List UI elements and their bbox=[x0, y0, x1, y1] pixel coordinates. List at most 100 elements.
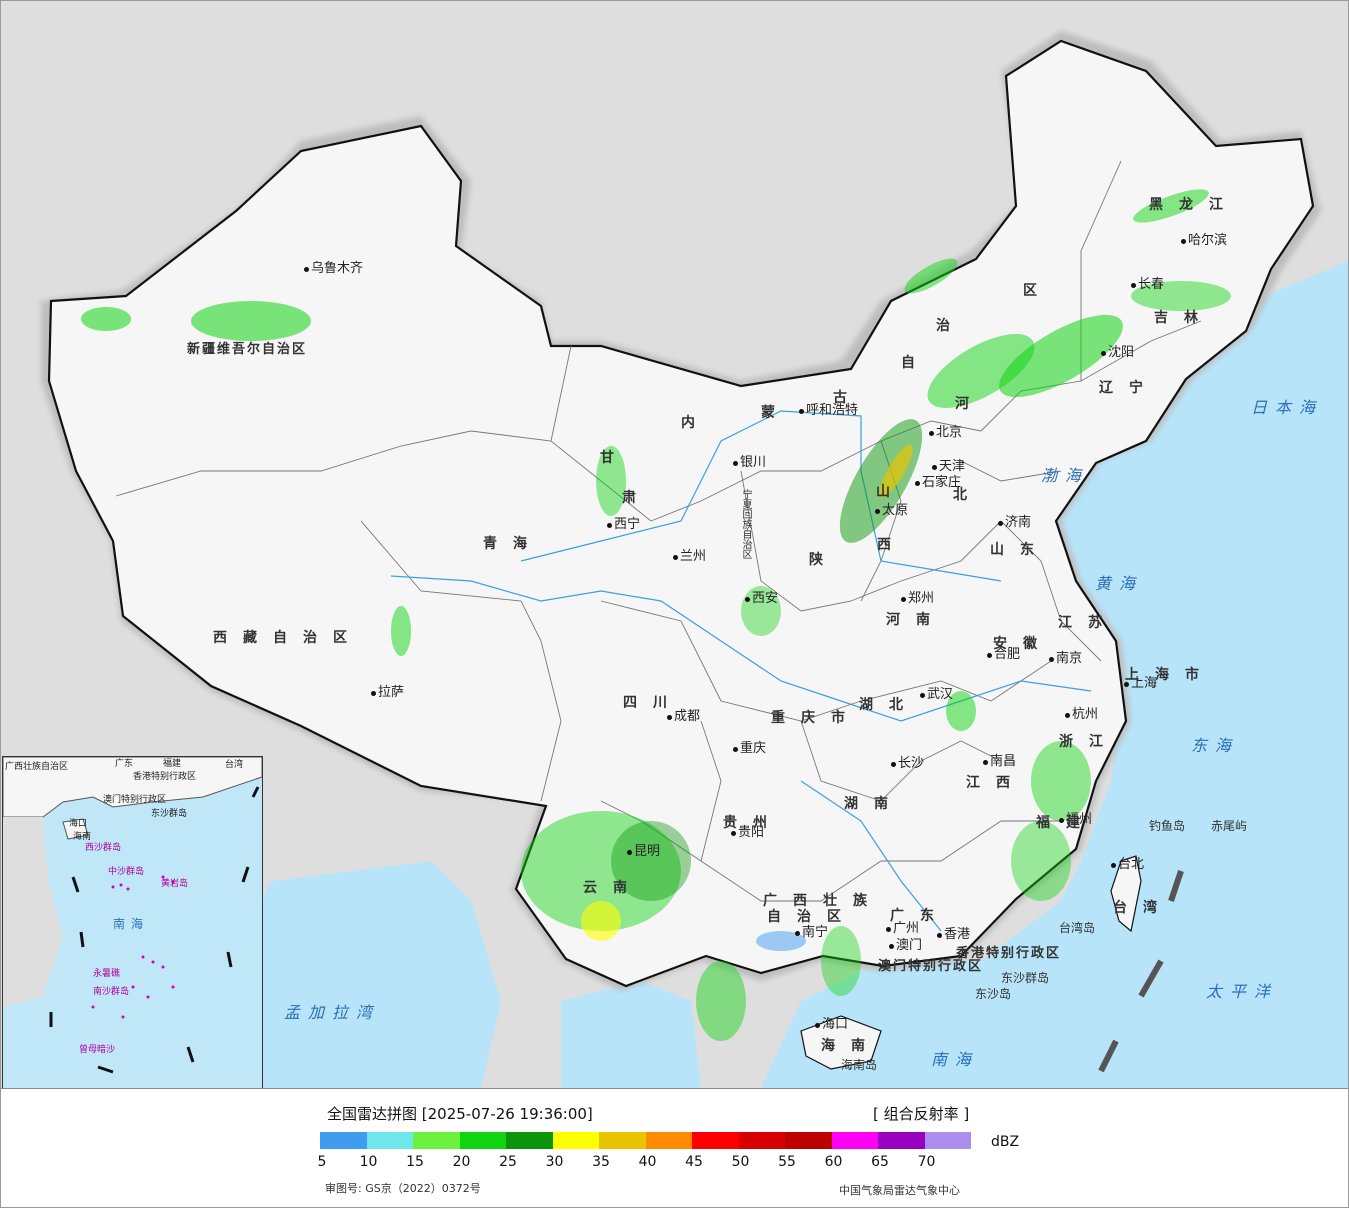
city-label[interactable]: 长春 bbox=[1138, 277, 1165, 292]
city-label[interactable]: 重庆 bbox=[740, 741, 767, 756]
city-label[interactable]: 贵阳 bbox=[738, 825, 765, 840]
city-dot bbox=[1131, 283, 1136, 288]
city-label[interactable]: 澳门 bbox=[896, 938, 923, 953]
inset-label: 黄岩岛 bbox=[161, 879, 189, 889]
colorbar-tick: 55 bbox=[778, 1154, 796, 1170]
city-dot bbox=[731, 831, 736, 836]
colorbar-tick: 40 bbox=[638, 1154, 657, 1170]
region-label: 辽宁 bbox=[1099, 380, 1159, 396]
city-label[interactable]: 长沙 bbox=[898, 756, 925, 771]
product-name: [ 组合反射率 ] bbox=[873, 1105, 970, 1123]
region-label: 福建 bbox=[1036, 815, 1096, 831]
island-label: 钓鱼岛 bbox=[1149, 819, 1186, 833]
region-label: 重庆市 bbox=[771, 710, 861, 726]
city-label[interactable]: 香港 bbox=[944, 927, 971, 942]
city-label[interactable]: 杭州 bbox=[1072, 707, 1099, 722]
inset-indochina bbox=[3, 817, 63, 1007]
inset-label: 海口 bbox=[69, 819, 88, 829]
city-label[interactable]: 成都 bbox=[674, 709, 701, 724]
region-label: 河 bbox=[955, 396, 985, 412]
inset-label: 南沙群岛 bbox=[93, 987, 130, 997]
island-label: 海南岛 bbox=[841, 1058, 878, 1072]
region-label: 上海市 bbox=[1125, 667, 1215, 683]
inset-label: 西沙群岛 bbox=[85, 843, 122, 853]
region-label: 肃 bbox=[622, 490, 652, 506]
colorbar-ticks: 5 10 15 20 25 30 35 40 45 50 55 60 65 70 bbox=[318, 1154, 980, 1172]
city-label[interactable]: 天津 bbox=[939, 459, 966, 474]
city-label[interactable]: 西安 bbox=[752, 591, 779, 606]
issuer-name: 中国气象局雷达气象中心 bbox=[839, 1184, 960, 1197]
colorbar-tick: 65 bbox=[871, 1154, 889, 1170]
city-label[interactable]: 北京 bbox=[936, 425, 963, 440]
inset-canvas bbox=[3, 757, 262, 1074]
south-china-sea-inset: 广西壮族自治区 广东 福建 台湾 香港特别行政区 澳门特别行政区 东沙群岛 海口 海南 西沙群岛中… bbox=[2, 756, 263, 1088]
sea-label: 孟加拉湾 bbox=[284, 1003, 381, 1022]
city-label[interactable]: 武汉 bbox=[927, 687, 954, 702]
region-label: 四川 bbox=[623, 695, 683, 711]
city-label[interactable]: 郑州 bbox=[908, 591, 935, 606]
city-label[interactable]: 沈阳 bbox=[1108, 345, 1135, 360]
city-dot bbox=[733, 747, 738, 752]
city-label[interactable]: 太原 bbox=[882, 503, 909, 518]
city-label[interactable]: 南宁 bbox=[802, 925, 829, 940]
city-label[interactable]: 福州 bbox=[1066, 812, 1093, 827]
region-label: 安徽 bbox=[993, 636, 1053, 652]
colorbar-tick: 70 bbox=[917, 1154, 936, 1170]
city-label[interactable]: 石家庄 bbox=[922, 475, 962, 490]
city-dot bbox=[915, 481, 920, 486]
andaman-sea bbox=[561, 981, 701, 1088]
inset-label: 海南 bbox=[73, 832, 92, 842]
city-label[interactable]: 呼和浩特 bbox=[806, 403, 859, 418]
region-label: 蒙 bbox=[761, 405, 791, 421]
city-label[interactable]: 昆明 bbox=[634, 844, 661, 859]
region-label: 香港特别行政区 bbox=[956, 946, 1062, 961]
colorbar-swatch bbox=[878, 1132, 925, 1149]
city-label[interactable]: 拉萨 bbox=[378, 685, 405, 700]
city-label[interactable]: 南京 bbox=[1056, 651, 1083, 666]
island-label: 东沙群岛 bbox=[1001, 971, 1050, 985]
city-label[interactable]: 济南 bbox=[1005, 515, 1032, 530]
region-label: 广东 bbox=[890, 908, 950, 924]
sea-label: 日本海 bbox=[1251, 398, 1324, 417]
region-label: 西 bbox=[877, 537, 907, 553]
city-label[interactable]: 广州 bbox=[893, 921, 920, 936]
city-dot bbox=[983, 760, 988, 765]
hainan-island bbox=[800, 1015, 882, 1070]
city-dot bbox=[667, 715, 672, 720]
city-label[interactable]: 合肥 bbox=[994, 647, 1021, 662]
colorbar-tick: 50 bbox=[731, 1154, 750, 1170]
region-label: 贵州 bbox=[723, 815, 783, 831]
unit-label: dBZ bbox=[991, 1134, 1020, 1150]
radar-echoes bbox=[81, 189, 1231, 1041]
city-label[interactable]: 银川 bbox=[740, 455, 767, 470]
region-label: 湖南 bbox=[844, 796, 904, 812]
region-label: 江西 bbox=[966, 775, 1026, 791]
city-label[interactable]: 上海 bbox=[1131, 676, 1158, 691]
city-dot bbox=[1124, 682, 1129, 687]
city-label[interactable]: 南昌 bbox=[990, 754, 1017, 769]
colorbar-swatch bbox=[459, 1132, 506, 1149]
inset-label: 广东 bbox=[115, 759, 134, 769]
inset-label: 香港特别行政区 bbox=[133, 772, 197, 782]
city-label[interactable]: 台北 bbox=[1118, 857, 1145, 872]
sea-label: 东海 bbox=[1191, 736, 1240, 755]
city-label[interactable]: 西宁 bbox=[614, 517, 641, 532]
city-dot bbox=[886, 927, 891, 932]
colorbar-swatch bbox=[366, 1132, 413, 1149]
region-label: 台湾 bbox=[1113, 900, 1173, 916]
city-label[interactable]: 哈尔滨 bbox=[1188, 233, 1228, 248]
colorbar-swatch bbox=[692, 1132, 739, 1149]
city-label[interactable]: 乌鲁木齐 bbox=[311, 261, 364, 276]
city-dot bbox=[901, 597, 906, 602]
radar-map[interactable]: 乌鲁木齐 拉萨 西宁 兰州 银川 呼和浩特 北京 天津 石家庄 太原 济南 郑州 西安 成都 重庆 武汉 合肥南… bbox=[1, 1, 1348, 1089]
city-label[interactable]: 海口 bbox=[822, 1017, 849, 1032]
region-label: 宁夏回族自治区 bbox=[740, 489, 751, 559]
region-label: 海南 bbox=[821, 1038, 881, 1054]
city-label[interactable]: 兰州 bbox=[680, 549, 707, 564]
city-dot bbox=[733, 461, 738, 466]
region-label: 澳门特别行政区 bbox=[878, 959, 984, 974]
island-label: 东沙岛 bbox=[975, 987, 1012, 1001]
inset-dash-line bbox=[49, 786, 260, 1074]
sea-label: 南海 bbox=[931, 1050, 980, 1069]
